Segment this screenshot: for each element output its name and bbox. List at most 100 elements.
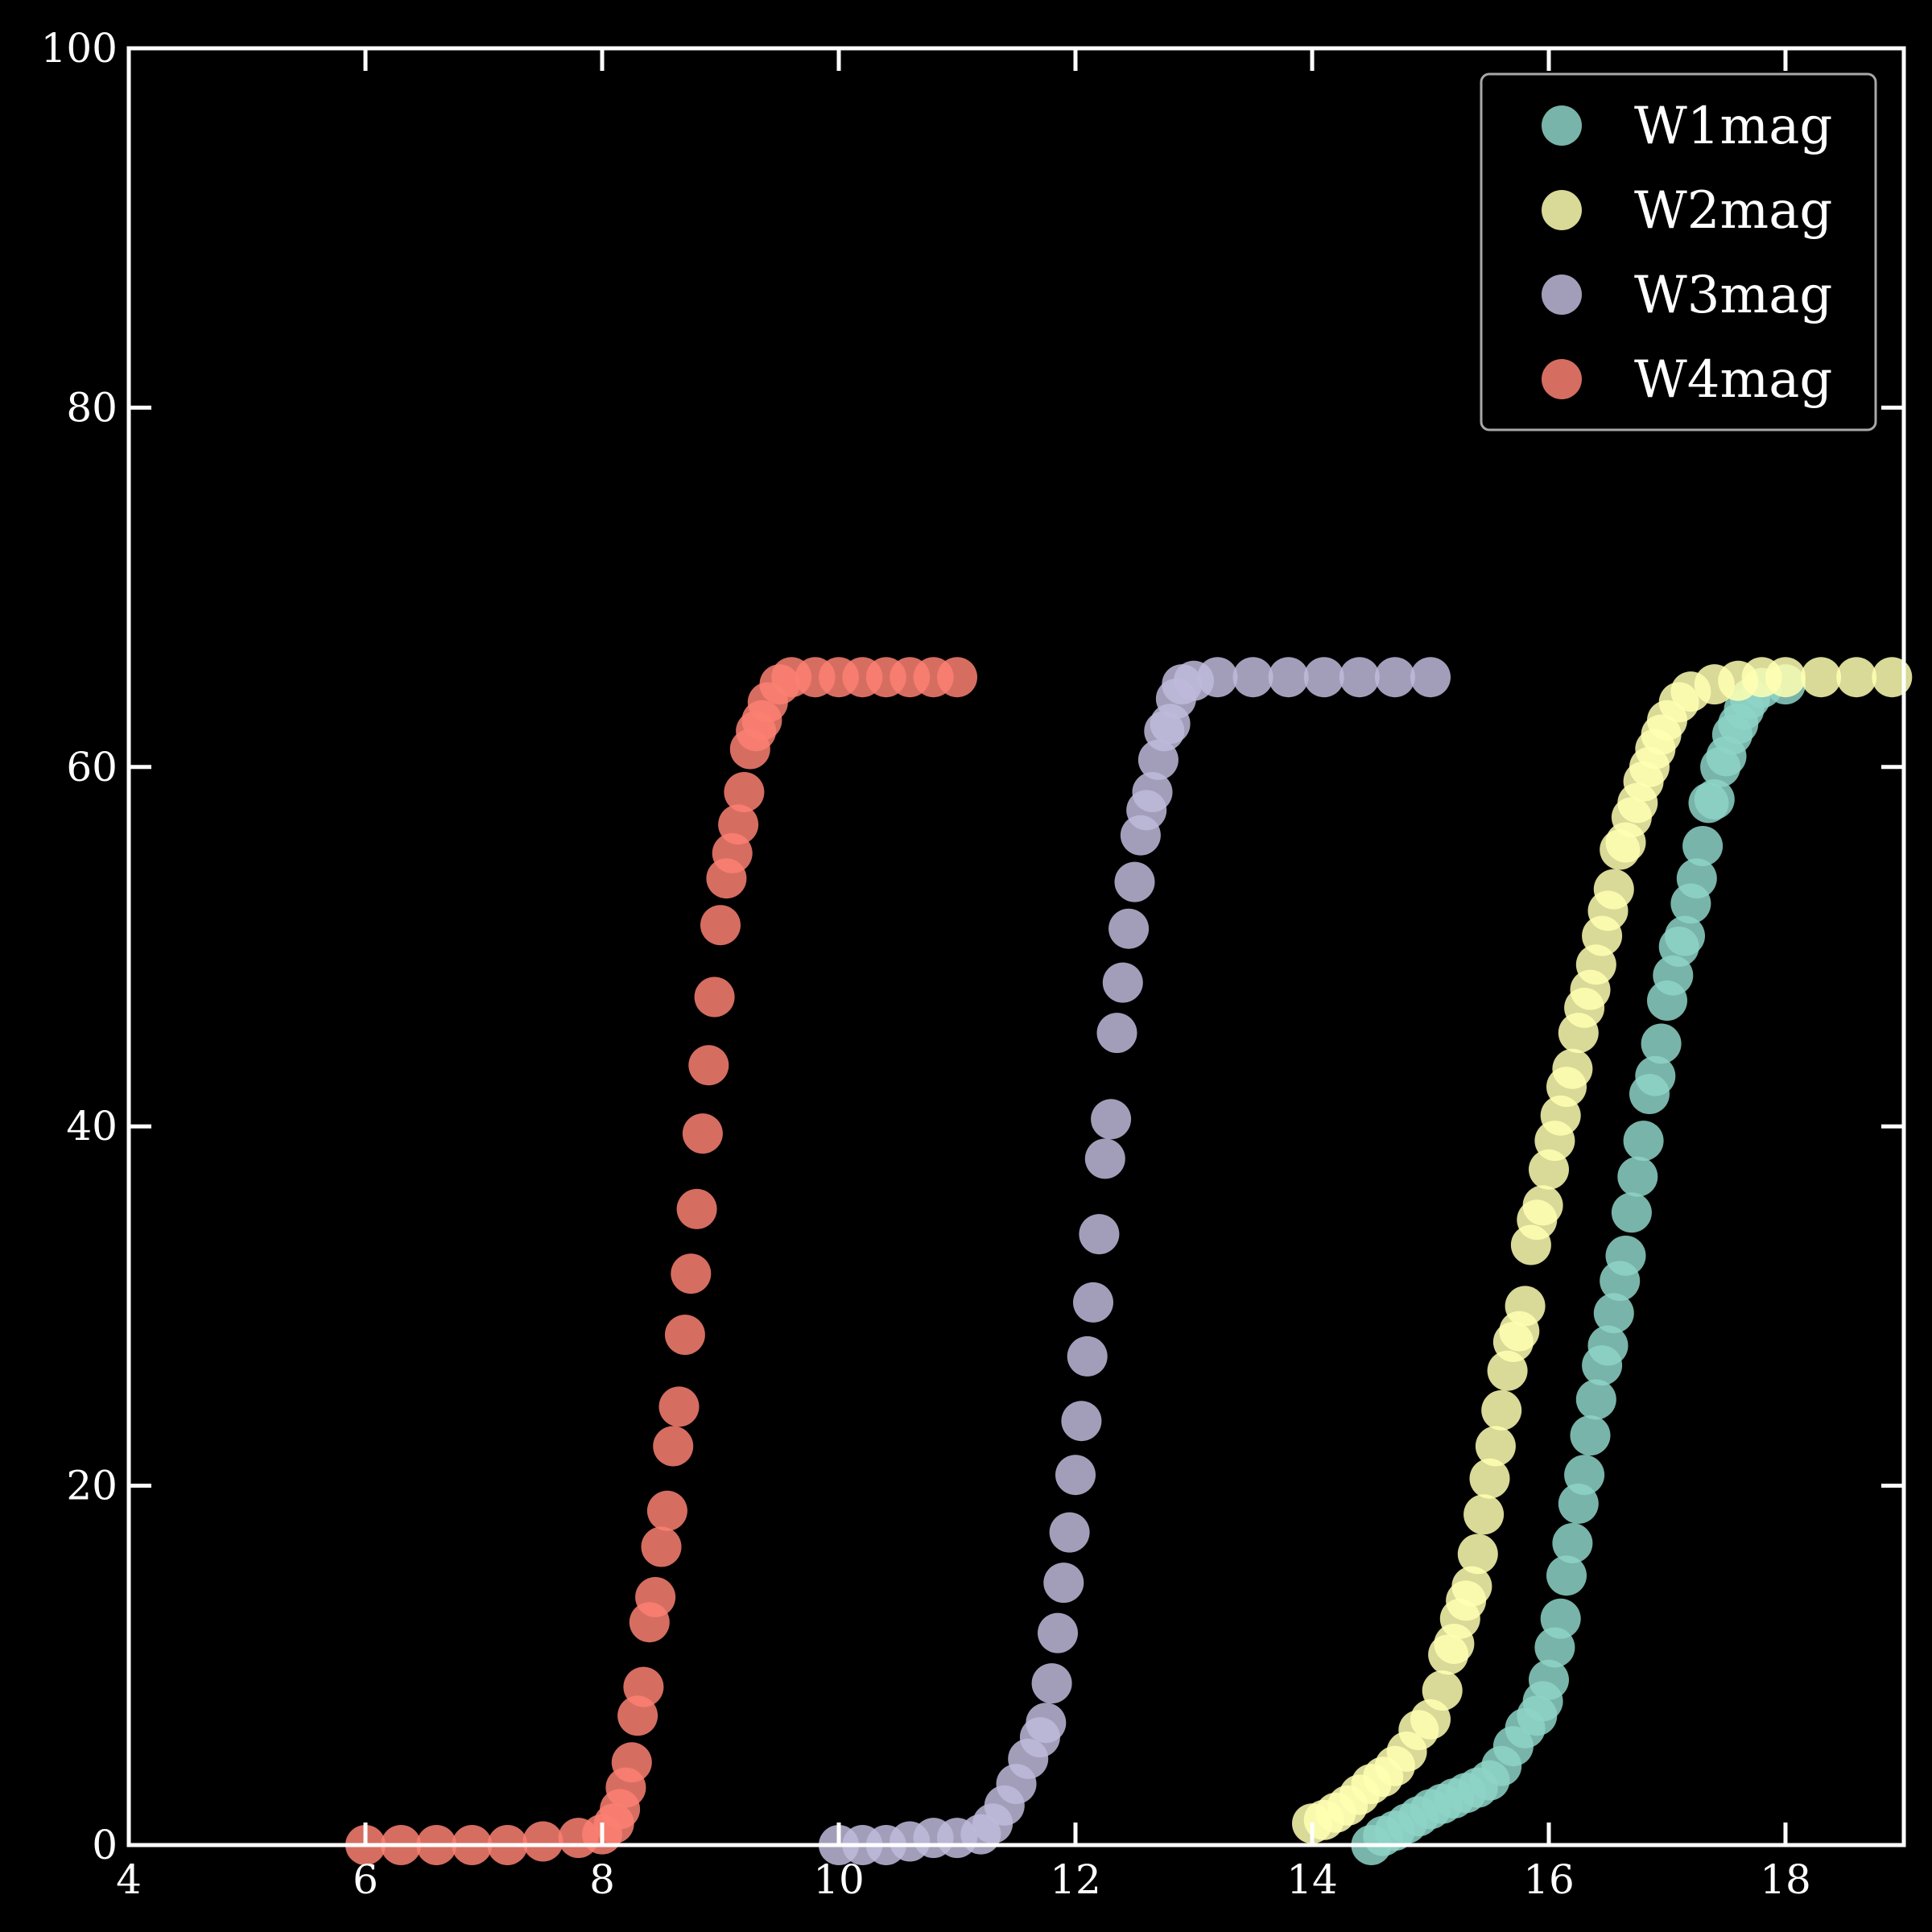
legend-label: W3mag (1634, 266, 1832, 325)
y-tick-label: 20 (66, 1463, 118, 1509)
y-tick-label: 80 (66, 384, 118, 431)
data-point (1694, 779, 1735, 819)
data-point (1540, 1598, 1581, 1639)
data-point (1422, 1670, 1463, 1711)
y-tick-label: 60 (66, 744, 118, 791)
data-point (623, 1666, 664, 1707)
data-point (1043, 1563, 1084, 1604)
data-point (1872, 657, 1913, 698)
x-tick-label: 8 (589, 1856, 615, 1903)
data-point (1374, 657, 1415, 698)
data-point (646, 1490, 687, 1531)
data-point (1096, 1013, 1137, 1054)
data-point (1108, 908, 1150, 949)
legend-marker (1542, 275, 1582, 315)
data-point (1475, 1426, 1516, 1467)
data-point (1552, 1523, 1593, 1563)
data-point (1268, 657, 1309, 698)
data-point (1084, 1138, 1125, 1179)
data-point (676, 1188, 717, 1229)
x-tick-label: 12 (1050, 1856, 1101, 1903)
series-layer (345, 657, 1913, 1865)
data-point (1593, 1293, 1634, 1334)
data-point (1505, 1286, 1546, 1327)
data-point (1676, 858, 1717, 899)
data-point (1469, 1458, 1510, 1499)
data-point (1451, 1566, 1492, 1607)
data-point (1635, 1055, 1676, 1096)
data-point (1061, 1401, 1102, 1442)
data-point (1038, 1612, 1078, 1653)
data-point (1836, 657, 1877, 698)
legend-marker (1542, 105, 1582, 146)
data-point (1575, 1379, 1616, 1420)
data-point (1132, 772, 1173, 812)
data-point (1564, 1455, 1605, 1496)
data-point (1197, 657, 1238, 698)
y-tick-label: 100 (41, 25, 118, 72)
data-point (635, 1577, 676, 1617)
data-point (658, 1386, 700, 1427)
data-point (1457, 1534, 1498, 1575)
x-tick-label: 14 (1286, 1856, 1338, 1903)
data-point (1031, 1663, 1072, 1704)
data-point (1529, 1659, 1569, 1700)
data-point (700, 905, 741, 946)
data-point (1682, 826, 1724, 866)
data-point (1665, 915, 1705, 956)
data-point (1587, 1325, 1629, 1366)
x-tick-label: 10 (813, 1856, 865, 1903)
data-point (641, 1526, 682, 1567)
data-point (653, 1426, 694, 1467)
data-point (1339, 657, 1380, 698)
data-point (1623, 1121, 1664, 1162)
data-point (671, 1253, 712, 1294)
data-point (1067, 1335, 1108, 1377)
ticks-layer: 4 6 8 10 12 14 16 18 0 20 40 60 80 100 (41, 25, 1904, 1903)
data-point (937, 657, 977, 698)
data-point (1410, 657, 1451, 698)
y-tick-label: 40 (66, 1103, 118, 1150)
data-point (1605, 1235, 1646, 1276)
x-tick-label: 18 (1760, 1856, 1811, 1903)
data-point (1026, 1703, 1067, 1744)
data-point (522, 1821, 564, 1862)
data-point (1049, 1512, 1090, 1553)
x-tick-label: 4 (116, 1856, 142, 1903)
data-point (664, 1315, 705, 1356)
data-point (1073, 1282, 1113, 1323)
data-point (682, 1113, 723, 1154)
data-point (1617, 1156, 1658, 1197)
data-point (694, 976, 735, 1018)
data-point (1055, 1455, 1096, 1496)
legend: W1mag W2mag W3mag W4mag (1480, 72, 1877, 431)
data-point (1570, 1415, 1611, 1456)
legend-box (1480, 72, 1877, 431)
x-tick-label: 6 (353, 1856, 378, 1903)
data-point (1114, 861, 1155, 902)
legend-label: W4mag (1634, 350, 1832, 410)
data-point (1546, 1555, 1587, 1596)
series-W2mag (1292, 657, 1913, 1844)
series-W1mag (1351, 664, 1806, 1865)
plot-frame (126, 46, 1906, 1847)
y-tick-label: 0 (92, 1822, 118, 1868)
legend-label: W2mag (1634, 181, 1832, 241)
data-point (1641, 1023, 1682, 1064)
data-point (1091, 1099, 1132, 1140)
data-point (1463, 1494, 1505, 1535)
data-point (1765, 657, 1806, 698)
series-W4mag (345, 657, 977, 1865)
data-point (611, 1742, 652, 1783)
data-point (1102, 962, 1143, 1003)
data-point (1303, 657, 1344, 698)
legend-label: W1mag (1634, 97, 1832, 156)
legend-marker (1542, 190, 1582, 230)
data-point (724, 772, 765, 812)
series-W3mag (819, 657, 1451, 1865)
data-point (1232, 657, 1274, 698)
data-point (1079, 1214, 1120, 1255)
data-point (1801, 657, 1842, 698)
data-point (1552, 1048, 1593, 1089)
